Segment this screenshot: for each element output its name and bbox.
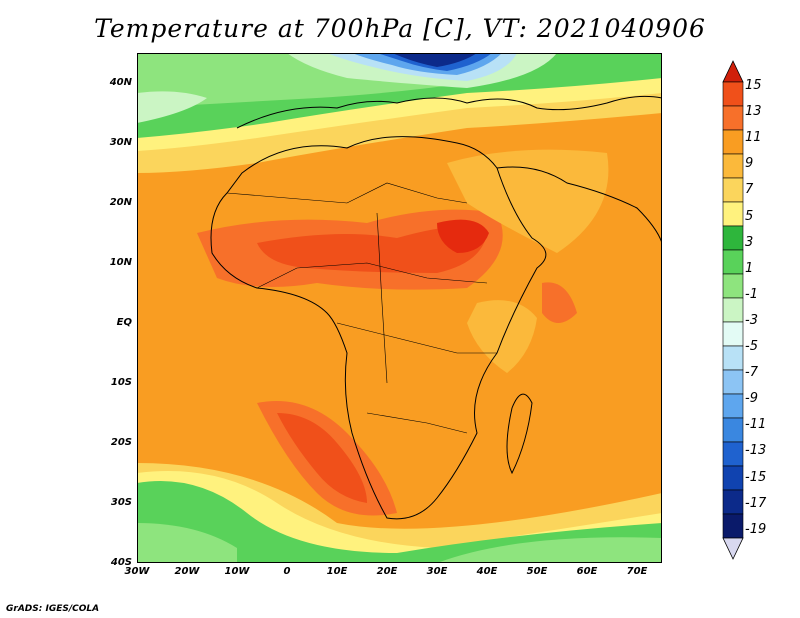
map-area xyxy=(137,53,662,563)
colorbar-tick-label: -13 xyxy=(745,443,767,459)
colorbar-segment xyxy=(722,81,744,107)
longitude-tick-label: 60E xyxy=(576,566,598,577)
colorbar-segment xyxy=(722,513,744,539)
hot-peak xyxy=(437,219,489,253)
longitude-tick-label: 30E xyxy=(426,566,448,577)
colorbar xyxy=(722,60,744,560)
border-line xyxy=(366,412,468,434)
latitude-tick-label: 40S xyxy=(110,557,132,568)
colorbar-segment xyxy=(722,465,744,491)
band-south-m1-east xyxy=(437,537,662,563)
longitude-tick-label: 70E xyxy=(626,566,648,577)
longitude-tick-label: 30W xyxy=(124,566,150,577)
colorbar-segment xyxy=(722,489,744,515)
longitude-tick-label: 50E xyxy=(526,566,548,577)
longitude-tick-label: 40E xyxy=(476,566,498,577)
colorbar-segment xyxy=(722,393,744,419)
map-frame xyxy=(137,53,662,563)
colorbar-tick-label: -5 xyxy=(745,339,758,354)
map-title: Temperature at 700hPa [C], VT: 202104090… xyxy=(94,14,706,43)
hot-south-core xyxy=(277,413,367,503)
colorbar-bottom-triangle xyxy=(722,537,744,560)
colorbar-segment xyxy=(722,201,744,227)
latitude-tick-label: 30S xyxy=(110,497,132,508)
band-m17 xyxy=(392,53,477,67)
hot-somalia xyxy=(542,282,577,323)
longitude-tick-label: 10E xyxy=(326,566,348,577)
colorbar-tick-label: 11 xyxy=(745,130,762,146)
colorbar-segment xyxy=(722,417,744,443)
colorbar-segment xyxy=(722,225,744,251)
temperature-map xyxy=(137,53,662,563)
colorbar-tick-label: 15 xyxy=(745,78,762,93)
colorbar-tick-label: 1 xyxy=(745,260,754,276)
warm-east xyxy=(447,149,609,253)
latitude-tick-label: 20S xyxy=(110,437,132,448)
border-line xyxy=(376,212,388,384)
latitude-tick-label: 30N xyxy=(109,137,132,148)
border-line xyxy=(256,262,488,289)
border-line xyxy=(226,182,468,204)
colorbar-tick-label: -19 xyxy=(745,521,767,537)
warm-lakes xyxy=(467,300,537,373)
colorbar-segment xyxy=(722,297,744,323)
colorbar-tick-label: -7 xyxy=(745,365,758,381)
colorbar-top-triangle xyxy=(722,60,744,83)
colorbar-tick-label: 13 xyxy=(745,104,762,120)
colorbar-tick-label: -17 xyxy=(745,495,767,511)
colorbar-tick-label: -3 xyxy=(745,312,758,328)
colorbar-segment xyxy=(722,441,744,467)
border-line xyxy=(336,322,497,354)
colorbar-tick-label: 9 xyxy=(745,156,754,172)
latitude-tick-label: 40N xyxy=(109,77,132,88)
europe-coast xyxy=(236,95,662,129)
colorbar-tick-label: -11 xyxy=(745,417,767,433)
latitude-tick-label: 10N xyxy=(109,257,132,268)
arabia-coast xyxy=(496,166,662,244)
colorbar-tick-label: -1 xyxy=(745,286,758,302)
colorbar-segment xyxy=(722,249,744,275)
colorbar-tick-label: -9 xyxy=(745,391,758,407)
longitude-tick-label: 20E xyxy=(376,566,398,577)
colorbar-tick-label: -15 xyxy=(745,469,767,485)
colorbar-segment xyxy=(722,273,744,299)
madagascar-outline xyxy=(506,393,533,475)
colorbar-segment xyxy=(722,105,744,131)
colorbar-tick-label: 5 xyxy=(745,208,754,224)
colorbar-segment xyxy=(722,369,744,395)
colorbar-segment xyxy=(722,177,744,203)
credit-text: GrADS: IGES/COLA xyxy=(6,604,100,614)
longitude-tick-label: 10W xyxy=(224,566,250,577)
colorbar-segment xyxy=(722,345,744,371)
band-south-m1 xyxy=(137,523,237,563)
colorbar-tick-label: 3 xyxy=(745,234,754,250)
band-cool-west xyxy=(137,91,207,123)
africa-outline xyxy=(210,136,547,520)
latitude-tick-label: 10S xyxy=(110,377,132,388)
longitude-tick-label: 0 xyxy=(283,566,291,577)
colorbar-segment xyxy=(722,153,744,179)
colorbar-segment xyxy=(722,129,744,155)
colorbar-tick-label: 7 xyxy=(745,182,754,198)
longitude-tick-label: 20W xyxy=(174,566,200,577)
latitude-tick-label: 20N xyxy=(109,197,132,208)
latitude-tick-label: EQ xyxy=(116,317,132,328)
hot-core xyxy=(257,226,487,273)
colorbar-segment xyxy=(722,321,744,347)
